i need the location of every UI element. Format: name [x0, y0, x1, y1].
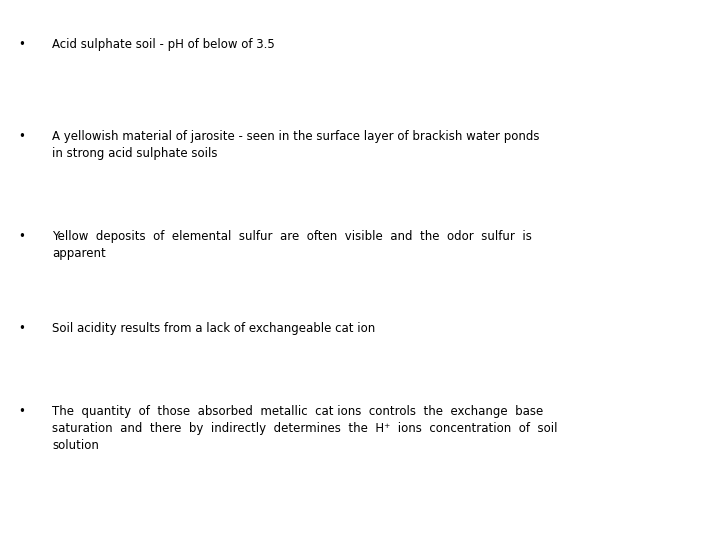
Text: A yellowish material of jarosite - seen in the surface layer of brackish water p: A yellowish material of jarosite - seen …: [52, 130, 539, 143]
Text: •: •: [18, 322, 25, 335]
Text: apparent: apparent: [52, 247, 106, 260]
Text: solution: solution: [52, 439, 99, 452]
Text: •: •: [18, 405, 25, 418]
Text: Soil acidity results from a lack of exchangeable cat ion: Soil acidity results from a lack of exch…: [52, 322, 375, 335]
Text: •: •: [18, 38, 25, 51]
Text: •: •: [18, 130, 25, 143]
Text: saturation  and  there  by  indirectly  determines  the  H⁺  ions  concentration: saturation and there by indirectly deter…: [52, 422, 557, 435]
Text: Acid sulphate soil - pH of below of 3.5: Acid sulphate soil - pH of below of 3.5: [52, 38, 275, 51]
Text: •: •: [18, 230, 25, 243]
Text: The  quantity  of  those  absorbed  metallic  cat ions  controls  the  exchange : The quantity of those absorbed metallic …: [52, 405, 544, 418]
Text: in strong acid sulphate soils: in strong acid sulphate soils: [52, 147, 217, 160]
Text: Yellow  deposits  of  elemental  sulfur  are  often  visible  and  the  odor  su: Yellow deposits of elemental sulfur are …: [52, 230, 532, 243]
